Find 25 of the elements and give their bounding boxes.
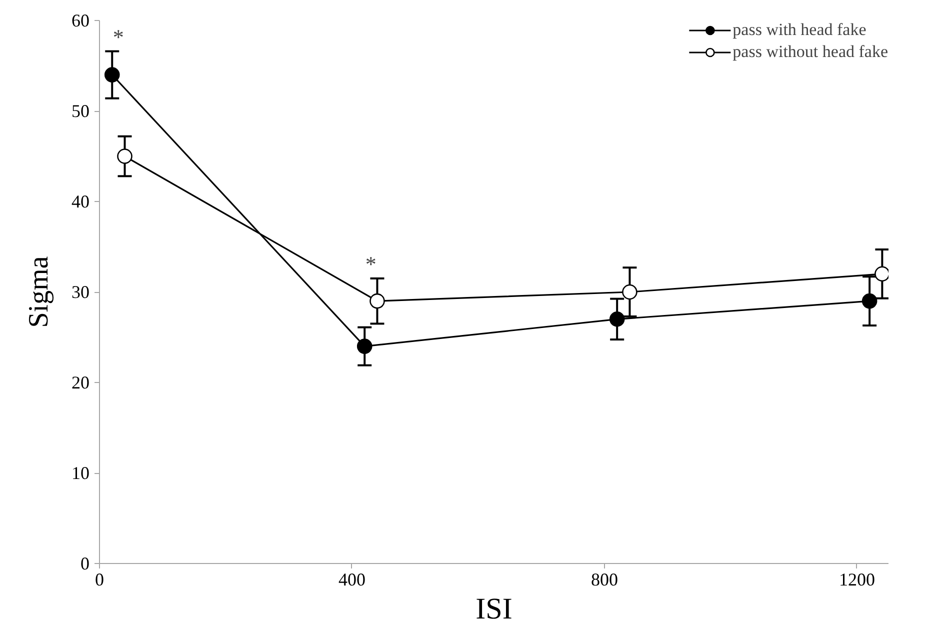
point <box>862 293 878 309</box>
x-tick-label: 400 <box>338 570 366 590</box>
point <box>104 67 120 82</box>
y-tick-label: 30 <box>72 282 90 302</box>
annotation: * <box>112 24 124 50</box>
y-tick-label: 0 <box>80 554 90 574</box>
y-tick-label: 40 <box>72 192 90 212</box>
x-tick-label: 0 <box>95 570 104 590</box>
point <box>370 293 385 309</box>
legend-label: pass without head fake <box>732 42 888 62</box>
point <box>356 338 372 354</box>
x-axis-title: ISI <box>476 592 512 626</box>
point <box>609 312 625 327</box>
x-tick-label: 1200 <box>838 570 875 590</box>
x-tick-label: 800 <box>590 570 618 590</box>
point <box>874 266 888 282</box>
y-tick-label: 10 <box>72 463 90 483</box>
y-tick-label: 60 <box>72 10 90 30</box>
point <box>117 148 132 164</box>
annotation: * <box>365 251 376 276</box>
y-axis-title: Sigma <box>24 256 54 328</box>
y-tick-label: 50 <box>72 101 90 121</box>
point <box>622 284 638 300</box>
legend-label: pass with head fake <box>732 20 866 40</box>
y-tick-label: 20 <box>72 372 90 392</box>
